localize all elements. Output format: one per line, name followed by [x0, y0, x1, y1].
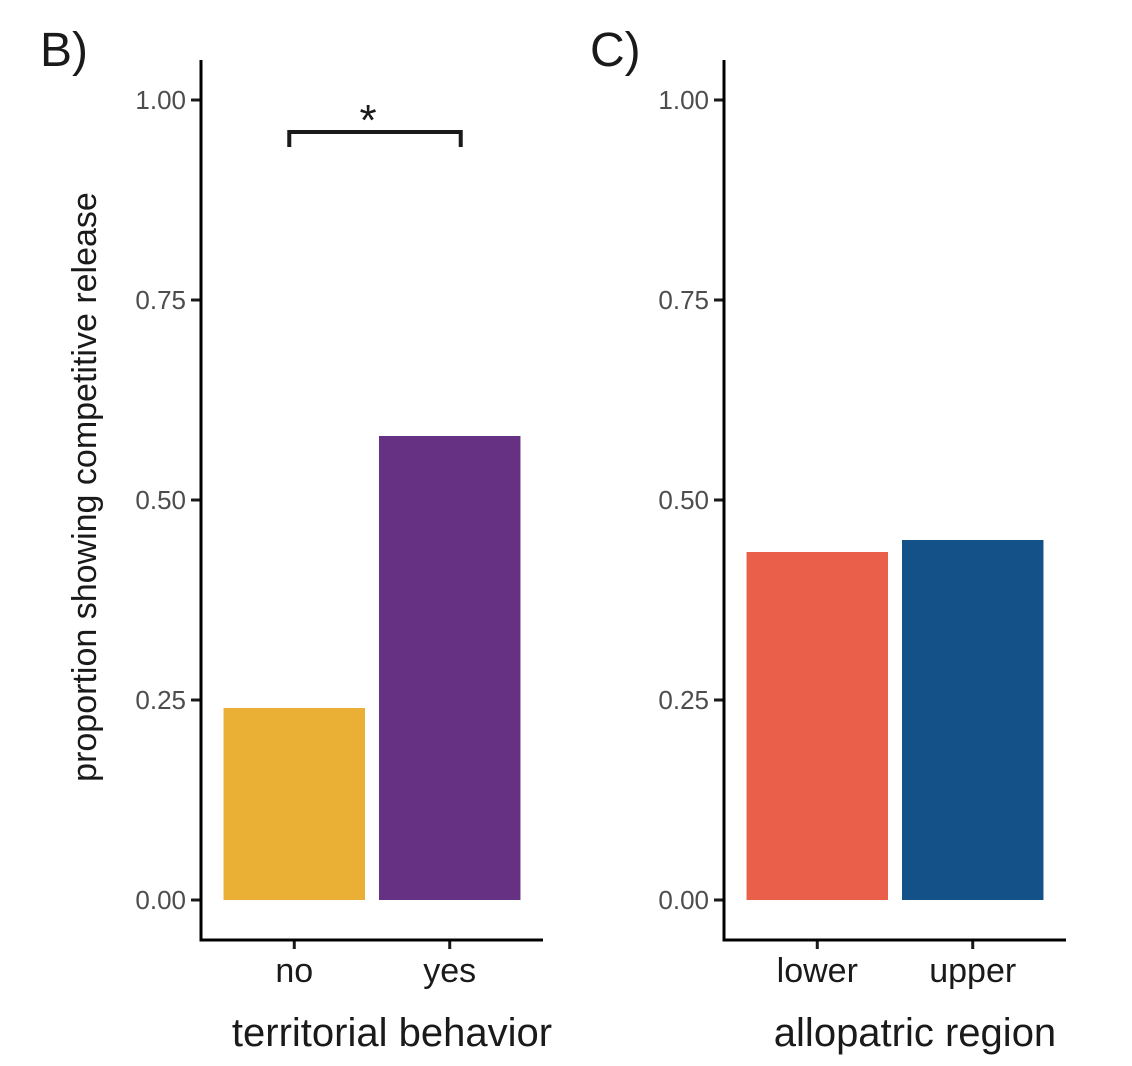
x-axis-title: territorial behavior — [232, 1011, 552, 1055]
y-tick-label: 0.00 — [658, 885, 709, 915]
bar-upper — [901, 540, 1044, 900]
x-tick-label: no — [275, 952, 313, 990]
y-tick-label: 1.00 — [658, 85, 709, 115]
panel-label: B) — [40, 24, 88, 77]
chart-panel-2: C) lower upper 0.00 0.25 0.50 0.75 1.00 allopatr… — [590, 24, 1066, 1055]
chart-panel-1: B) no yes 0.00 0.25 0.50 0.75 1.00 territorial b… — [40, 24, 552, 1055]
y-tick-label: 0.25 — [135, 685, 186, 715]
y-axis-title: proportion showing competitive release — [66, 192, 104, 782]
y-tick-label: 0.50 — [658, 485, 709, 515]
bar-yes — [378, 436, 521, 900]
x-axis-title: allopatric region — [774, 1011, 1056, 1055]
significance-bracket — [287, 130, 463, 147]
y-tick-label: 0.75 — [658, 285, 709, 315]
x-tick-label: upper — [929, 952, 1016, 990]
y-tick-label: 0.50 — [135, 485, 186, 515]
x-tick-label: yes — [423, 952, 476, 990]
y-tick-label: 0.00 — [135, 885, 186, 915]
y-tick-label: 0.25 — [658, 685, 709, 715]
x-tick-label: lower — [777, 952, 858, 990]
bar-no — [223, 708, 366, 900]
y-tick-label: 1.00 — [135, 85, 186, 115]
y-tick-label: 0.75 — [135, 285, 186, 315]
significance-label: * — [359, 96, 376, 145]
panel-label: C) — [590, 24, 641, 77]
bar-lower — [746, 552, 889, 900]
